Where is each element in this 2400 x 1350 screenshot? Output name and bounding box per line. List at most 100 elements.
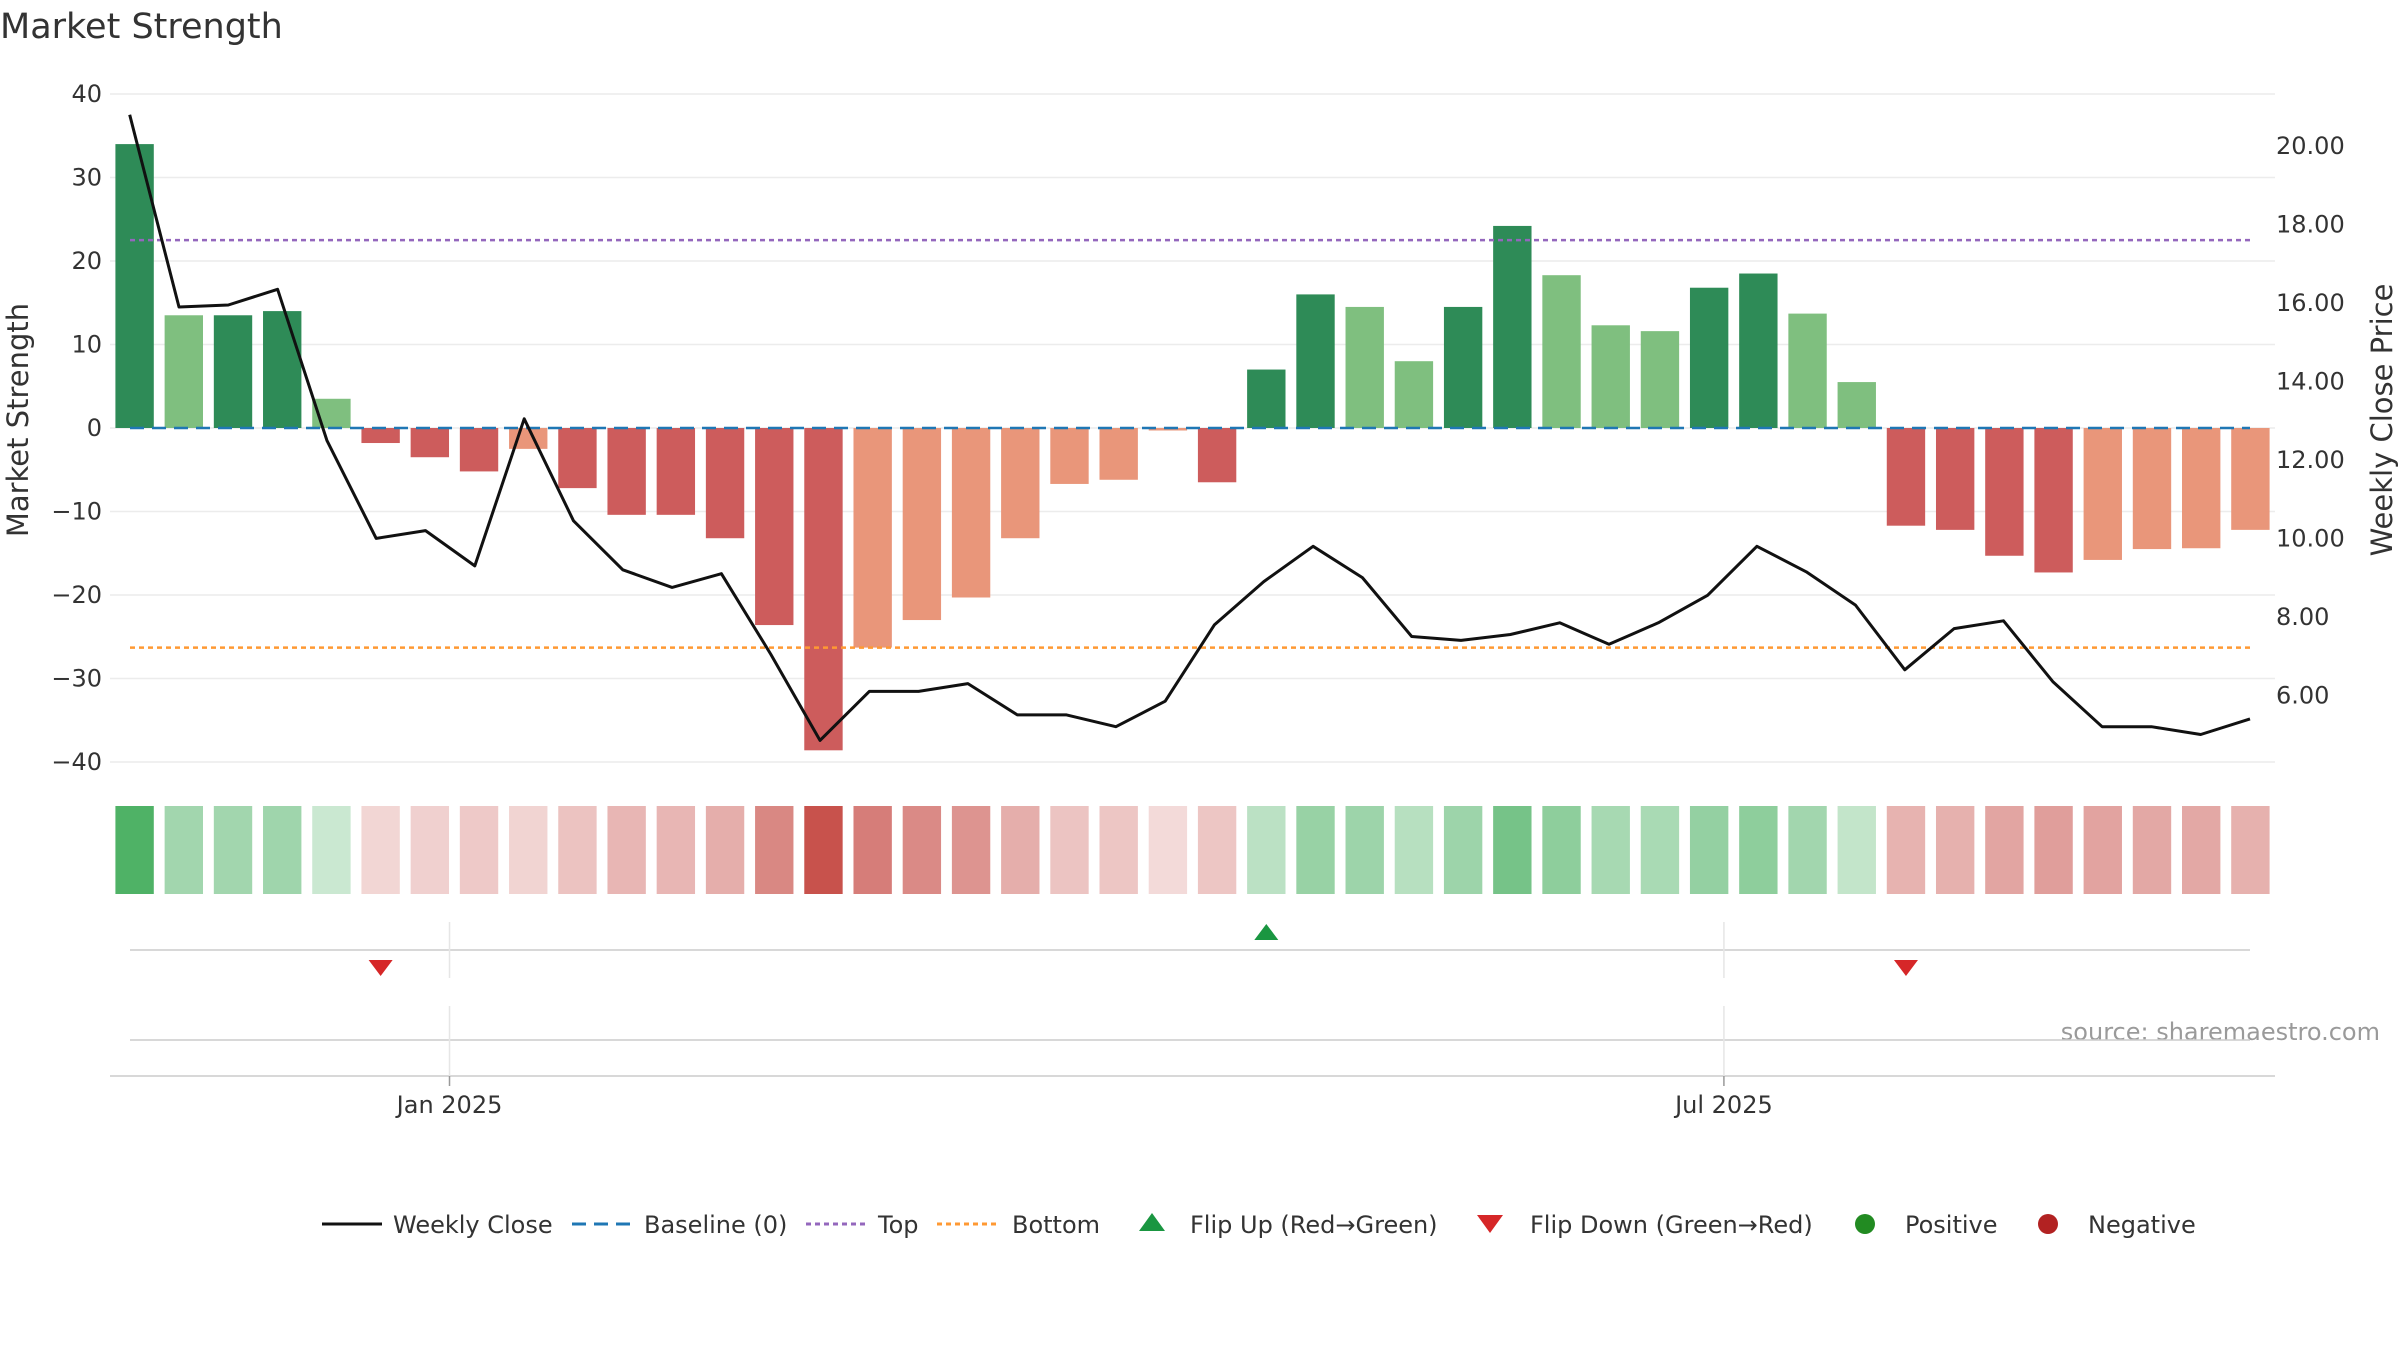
heat-cell	[459, 806, 499, 894]
y-tick-right: 8.00	[2276, 603, 2329, 631]
strength-bar	[164, 315, 203, 428]
heat-cell	[1001, 806, 1040, 894]
heat-cell	[1394, 806, 1434, 894]
strength-bar	[1837, 382, 1876, 428]
flip-down-marker	[1893, 960, 1918, 976]
y-tick-left: −20	[51, 581, 102, 609]
strength-bar	[853, 428, 892, 648]
strength-bar	[1886, 428, 1926, 526]
heat-cell	[509, 806, 548, 894]
heat-cell	[1886, 806, 1926, 894]
strength-bar	[804, 428, 843, 751]
strength-bar	[1788, 313, 1827, 428]
legend-swatch-negative	[2038, 1214, 2058, 1234]
heat-cell	[2034, 806, 2073, 894]
strength-bar	[410, 428, 450, 458]
y-tick-left: −40	[51, 748, 102, 776]
legend-label: Top	[877, 1211, 919, 1239]
source-credit: source: sharemaestro.com	[2061, 1018, 2380, 1046]
y-tick-right: 16.00	[2276, 289, 2345, 317]
heat-cell	[361, 806, 400, 894]
strength-bar	[1739, 273, 1778, 428]
heat-cell	[705, 806, 745, 894]
strength-bar	[1394, 361, 1434, 428]
heat-cell	[1197, 806, 1237, 894]
legend-label: Weekly Close	[393, 1211, 553, 1239]
legend-label: Baseline (0)	[644, 1211, 787, 1239]
x-tick-label: Jul 2025	[1673, 1091, 1773, 1119]
heat-cell	[951, 806, 991, 894]
heat-cell	[263, 806, 302, 894]
heat-cell	[410, 806, 450, 894]
legend-label: Positive	[1905, 1211, 1998, 1239]
heat-cell	[2231, 806, 2270, 894]
strength-bar	[951, 428, 991, 598]
strength-bar	[1345, 306, 1384, 428]
weekly-close-line	[128, 114, 2251, 742]
strength-bar	[2231, 428, 2270, 530]
heat-cell	[1640, 806, 1680, 894]
strength-bar	[1443, 306, 1483, 428]
legend-label: Bottom	[1012, 1211, 1100, 1239]
strength-bar	[607, 428, 646, 515]
heat-cell	[1689, 806, 1729, 894]
y-tick-right: 18.00	[2276, 211, 2345, 239]
heat-cell	[1148, 806, 1188, 894]
strength-bar	[361, 428, 400, 444]
strength-bar	[656, 428, 696, 515]
heat-cell	[656, 806, 696, 894]
legend-swatch-flip-down	[1477, 1215, 1503, 1233]
heat-cell	[607, 806, 646, 894]
y-tick-left: −30	[51, 665, 102, 693]
y-axis-title-left: Market Strength	[1, 303, 35, 537]
y-tick-right: 10.00	[2276, 524, 2345, 552]
strength-bar	[459, 428, 499, 472]
y-tick-right: 14.00	[2276, 368, 2345, 396]
x-tick-label: Jan 2025	[395, 1091, 503, 1119]
y-tick-left: 40	[71, 80, 102, 108]
heat-cell	[1788, 806, 1827, 894]
heat-cell	[1099, 806, 1138, 894]
strength-bar	[263, 311, 302, 428]
heat-cell	[2132, 806, 2172, 894]
y-tick-right: 20.00	[2276, 132, 2345, 160]
strength-bar	[2132, 428, 2172, 550]
heat-cell	[1443, 806, 1483, 894]
y-tick-left: 30	[71, 164, 102, 192]
heat-cell	[1837, 806, 1876, 894]
heat-cell	[1493, 806, 1532, 894]
strength-bar	[1001, 428, 1040, 539]
y-tick-left: 10	[71, 331, 102, 359]
strength-bar	[1148, 428, 1188, 431]
strength-bar	[755, 428, 794, 626]
y-tick-left: −10	[51, 498, 102, 526]
strength-bar	[1689, 287, 1729, 428]
heat-cell	[1345, 806, 1384, 894]
heat-cell	[115, 806, 154, 894]
heat-cell	[755, 806, 794, 894]
y-tick-right: 6.00	[2276, 681, 2329, 709]
heat-cell	[558, 806, 597, 894]
heat-cell	[1542, 806, 1581, 894]
heat-cell	[213, 806, 253, 894]
strength-bar	[2083, 428, 2122, 560]
heat-cell	[1935, 806, 1975, 894]
strength-bar	[2182, 428, 2221, 549]
strength-bar	[1296, 294, 1335, 428]
strength-bar	[1542, 275, 1581, 428]
heat-cell	[853, 806, 892, 894]
y-tick-left: 0	[87, 414, 102, 442]
heat-cell	[902, 806, 942, 894]
strength-bar	[558, 428, 597, 489]
heat-cell	[1247, 806, 1286, 894]
strength-bar	[1493, 225, 1532, 428]
y-tick-right: 12.00	[2276, 446, 2345, 474]
strength-bar	[902, 428, 942, 621]
heat-cell	[1296, 806, 1335, 894]
heat-cell	[2182, 806, 2221, 894]
legend-swatch-positive	[1855, 1214, 1875, 1234]
y-axis-title-right: Weekly Close Price	[2365, 284, 2399, 557]
strength-bar	[705, 428, 745, 539]
